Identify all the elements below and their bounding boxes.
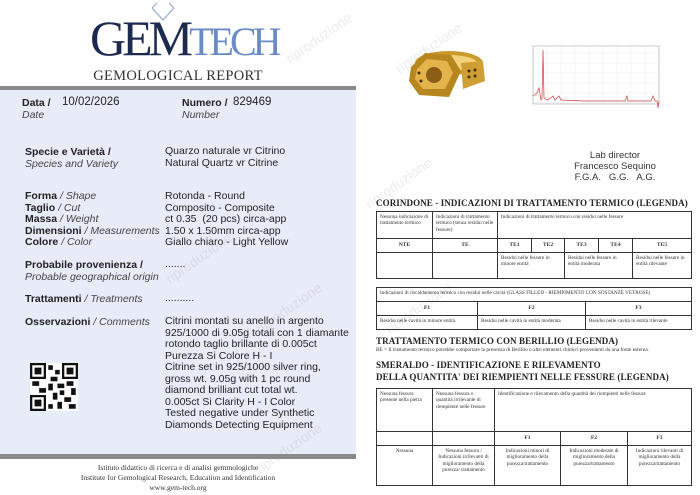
smeraldo-table: Nessuna fessura presente nella pietra Nes… bbox=[376, 388, 692, 486]
spectrum-line bbox=[532, 49, 660, 109]
smeraldo-title: SMERALDO - IDENTIFICAZIONE E RILEVAMENTO bbox=[376, 360, 601, 370]
number-label: NumberNumero /Number bbox=[182, 97, 228, 121]
diamond-logo-icon bbox=[151, 2, 175, 21]
properties-labels: Forma / Shape Taglio / Cut Massa / Weigh… bbox=[25, 190, 160, 248]
number-value: 829469 bbox=[233, 96, 272, 108]
spectrum-chart bbox=[532, 45, 660, 109]
divider bbox=[0, 454, 356, 459]
date-label: Data / Date bbox=[22, 97, 51, 121]
treatments-value: .......... bbox=[165, 292, 195, 304]
qr-code-icon[interactable] bbox=[30, 363, 78, 411]
berillio-title: TRATTAMENTO TERMICO CON BERILLIO (LEGEND… bbox=[376, 336, 619, 346]
report-card: GEMTECH GEMOLOGICAL REPORT Data / Date 10… bbox=[0, 2, 356, 493]
ring-photo bbox=[409, 51, 485, 97]
website-link[interactable]: www.gem-tech.org bbox=[149, 483, 207, 492]
comments-value: Citrini montati su anello in argento 925… bbox=[165, 315, 349, 431]
institute-footer: Istituto didattico di ricerca e di anali… bbox=[0, 463, 356, 493]
species-value: Quarzo naturale vr Citrino Natural Quart… bbox=[165, 145, 286, 169]
corindone-title: CORINDONE - INDICAZIONI DI TRATTAMENTO T… bbox=[376, 198, 688, 208]
treatments-label: Trattamenti / Treatments bbox=[25, 293, 143, 305]
glass-filled-table: Indicazioni di riscaldamento termico con… bbox=[376, 287, 692, 330]
origin-value: ....... bbox=[165, 258, 186, 270]
smeraldo-subtitle: DELLA QUANTITA' DEI RIEMPIENTI NELLE FES… bbox=[376, 372, 669, 382]
properties-values: Rotonda - Round Composito - Composite ct 0… bbox=[165, 190, 289, 248]
date-value: 10/02/2026 bbox=[62, 96, 120, 108]
species-label: Specie e Varietà / Species and Variety bbox=[25, 146, 118, 170]
report-title: GEMOLOGICAL REPORT bbox=[93, 68, 263, 84]
lab-director-signature: Lab director Francesco Sequino F.G.A. G.G.… bbox=[574, 150, 656, 183]
origin-label: Probabile provenienza / Probable geograph… bbox=[25, 259, 159, 283]
gemtech-logo: GEMTECH bbox=[90, 10, 282, 66]
berillio-text: BE = Il trattamento termico potrebbe com… bbox=[376, 347, 650, 353]
comments-label: Osservazioni / Comments bbox=[25, 316, 150, 328]
divider bbox=[0, 86, 356, 91]
corindone-table: Nessuna indicazione di trattamento termi… bbox=[376, 211, 692, 279]
